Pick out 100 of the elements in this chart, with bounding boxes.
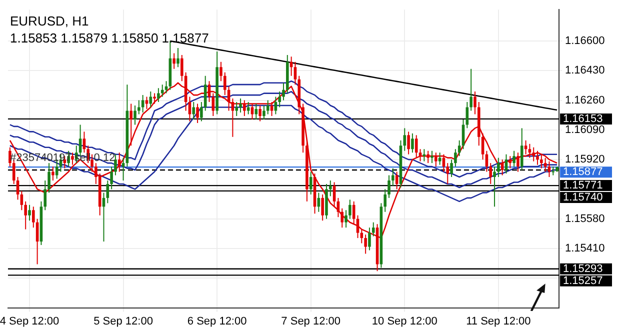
candlestick	[157, 88, 160, 103]
candlestick	[348, 199, 352, 220]
candlestick	[344, 210, 348, 228]
candlestick	[372, 222, 375, 237]
x-tick-label: 10 Sep 12:00	[372, 315, 438, 328]
candlestick	[368, 227, 371, 251]
candlestick	[407, 131, 410, 155]
y-tick-label: 1.16260	[565, 94, 605, 106]
candlestick	[44, 180, 47, 211]
chart-title: EURUSD, H1	[10, 14, 89, 29]
y-tick-label: 1.16600	[565, 35, 605, 48]
candlestick	[462, 118, 465, 150]
candlestick	[516, 152, 520, 172]
candlestick	[94, 162, 98, 184]
candlestick	[497, 157, 500, 178]
candlestick	[243, 100, 246, 116]
y-tick-label: 1.15410	[565, 242, 605, 255]
candlestick	[524, 140, 528, 155]
candlestick	[470, 68, 472, 112]
x-tick-label: 5 Sep 12:00	[94, 315, 153, 328]
candlestick	[114, 154, 117, 176]
y-tick-label: 1.15580	[565, 212, 605, 225]
candlestick	[223, 72, 226, 96]
ref-line-label: 1.15257	[563, 274, 603, 287]
candlestick	[172, 52, 176, 70]
candlestick	[160, 84, 164, 98]
ref-line-label: 1.15771	[563, 180, 603, 192]
candlestick	[458, 140, 461, 157]
x-tick-label: 4 Sep 12:00	[0, 315, 60, 328]
candlestick	[388, 174, 390, 198]
candlestick	[411, 132, 414, 154]
candlestick	[239, 98, 242, 113]
candlestick	[180, 54, 184, 82]
candlestick	[262, 105, 266, 120]
candlestick	[266, 100, 270, 115]
candlestick	[82, 131, 86, 154]
candlestick	[430, 150, 434, 164]
candlestick	[520, 128, 524, 171]
candlestick	[403, 128, 406, 152]
candlestick	[481, 132, 484, 160]
candlestick	[134, 105, 136, 126]
candlestick	[508, 156, 512, 169]
y-tick-label: 1.15920	[565, 154, 605, 166]
candlestick	[235, 102, 238, 116]
candlestick	[48, 162, 50, 194]
candlestick	[434, 152, 438, 168]
candlestick	[426, 150, 430, 164]
candlestick	[176, 47, 180, 68]
candlestick	[196, 103, 199, 124]
candlestick	[153, 92, 156, 104]
candlestick	[164, 80, 168, 94]
candlestick	[438, 152, 442, 166]
candlestick	[71, 152, 74, 166]
candlestick	[149, 91, 152, 108]
candlestick	[504, 154, 508, 174]
candlestick	[52, 166, 54, 181]
candlestick	[528, 143, 532, 158]
candlestick	[28, 204, 31, 222]
text: 1.15853 1.15879 1.15850 1.15877	[10, 30, 209, 46]
x-tick-label: 7 Sep 12:00	[281, 315, 341, 328]
candlestick	[204, 75, 207, 112]
candlestick	[24, 200, 27, 230]
candlestick	[392, 168, 394, 186]
candlestick	[489, 162, 492, 184]
candlestick	[418, 148, 422, 162]
candlestick	[536, 150, 539, 166]
candlestick	[500, 159, 504, 176]
candlestick	[138, 100, 140, 115]
candlestick	[544, 157, 547, 172]
candlestick	[548, 160, 551, 178]
candlestick	[8, 146, 12, 168]
candlestick	[20, 190, 24, 211]
candlestick	[200, 102, 203, 122]
candlestick	[258, 105, 262, 122]
candlestick	[192, 102, 196, 120]
y-tick-label: 1.16090	[565, 124, 605, 136]
ref-line-label: 1.16153	[563, 112, 603, 125]
candlestick	[118, 152, 121, 172]
candlestick	[474, 91, 476, 115]
candlestick	[141, 94, 144, 113]
x-tick-label: 11 Sep 12:00	[466, 315, 531, 328]
candlestick	[145, 96, 148, 110]
candlestick	[16, 176, 20, 200]
y-tick-label: 1.16430	[565, 64, 605, 77]
ref-line-label: 1.15293	[563, 262, 603, 275]
candlestick	[278, 91, 281, 108]
candlestick	[328, 180, 332, 197]
candlestick	[90, 154, 94, 172]
candlestick	[454, 148, 457, 168]
candlestick	[282, 82, 285, 101]
candlestick	[332, 182, 336, 208]
candlestick	[294, 61, 297, 86]
candlestick	[254, 103, 258, 120]
candlestick	[110, 166, 113, 190]
candlestick	[130, 103, 132, 146]
candlestick	[106, 180, 110, 204]
candlestick	[540, 154, 543, 169]
ref-line-label: 1.15877	[563, 166, 603, 178]
candlestick	[493, 166, 496, 208]
x-tick-label: 6 Sep 12:00	[187, 315, 247, 328]
